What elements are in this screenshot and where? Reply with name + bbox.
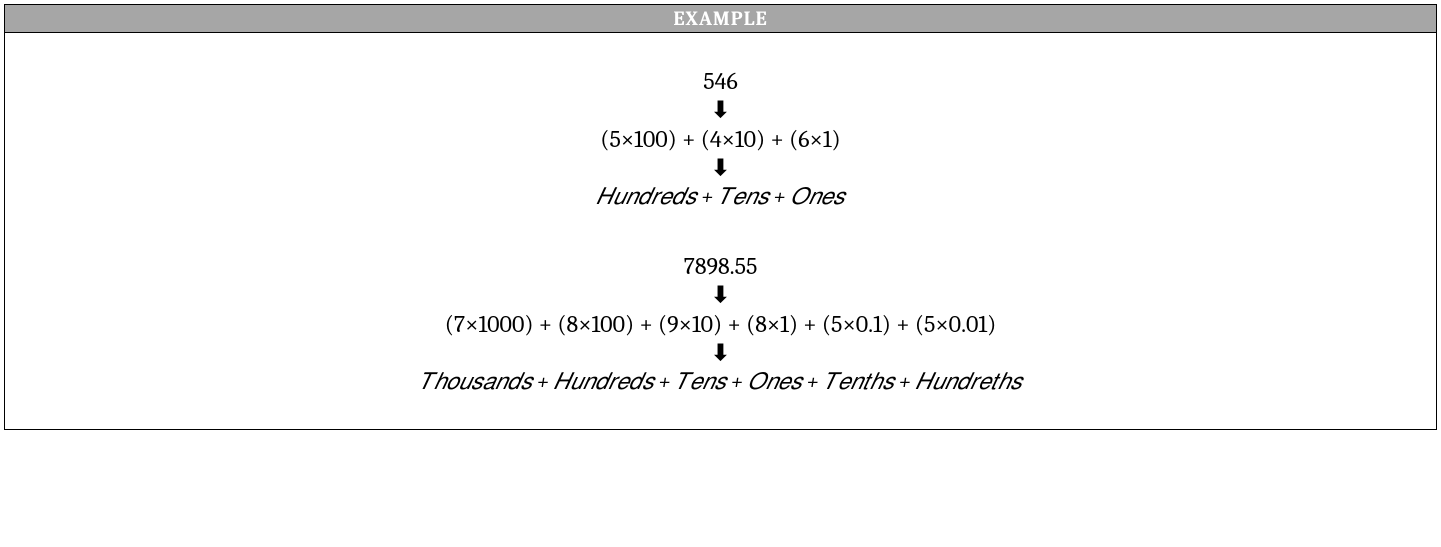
example1-places: 𝐻𝑢𝑛𝑑𝑟𝑒𝑑𝑠 + 𝑇𝑒𝑛𝑠 + 𝑂𝑛𝑒𝑠 bbox=[25, 183, 1416, 210]
example-container: EXAMPLE 546 ⬇ (5×100) + (4×10) + (6×1) ⬇… bbox=[4, 4, 1437, 430]
down-arrow-icon: ⬇ bbox=[25, 284, 1416, 306]
down-arrow-icon: ⬇ bbox=[25, 157, 1416, 179]
down-arrow-icon: ⬇ bbox=[25, 342, 1416, 364]
header-title: EXAMPLE bbox=[673, 7, 767, 30]
content-box: 546 ⬇ (5×100) + (4×10) + (6×1) ⬇ 𝐻𝑢𝑛𝑑𝑟𝑒𝑑… bbox=[4, 32, 1437, 430]
example1-number: 546 bbox=[25, 67, 1416, 95]
example1-expanded: (5×100) + (4×10) + (6×1) bbox=[25, 125, 1416, 153]
example2-places: 𝑇ℎ𝑜𝑢𝑠𝑎𝑛𝑑𝑠 + 𝐻𝑢𝑛𝑑𝑟𝑒𝑑𝑠 + 𝑇𝑒𝑛𝑠 + 𝑂𝑛𝑒𝑠 + 𝑇𝑒𝑛… bbox=[25, 368, 1416, 395]
spacer bbox=[25, 214, 1416, 248]
example2-number: 7898.55 bbox=[25, 252, 1416, 280]
header-bar: EXAMPLE bbox=[4, 4, 1437, 32]
example2-expanded: (7×1000) + (8×100) + (9×10) + (8×1) + (5… bbox=[25, 310, 1416, 338]
down-arrow-icon: ⬇ bbox=[25, 99, 1416, 121]
